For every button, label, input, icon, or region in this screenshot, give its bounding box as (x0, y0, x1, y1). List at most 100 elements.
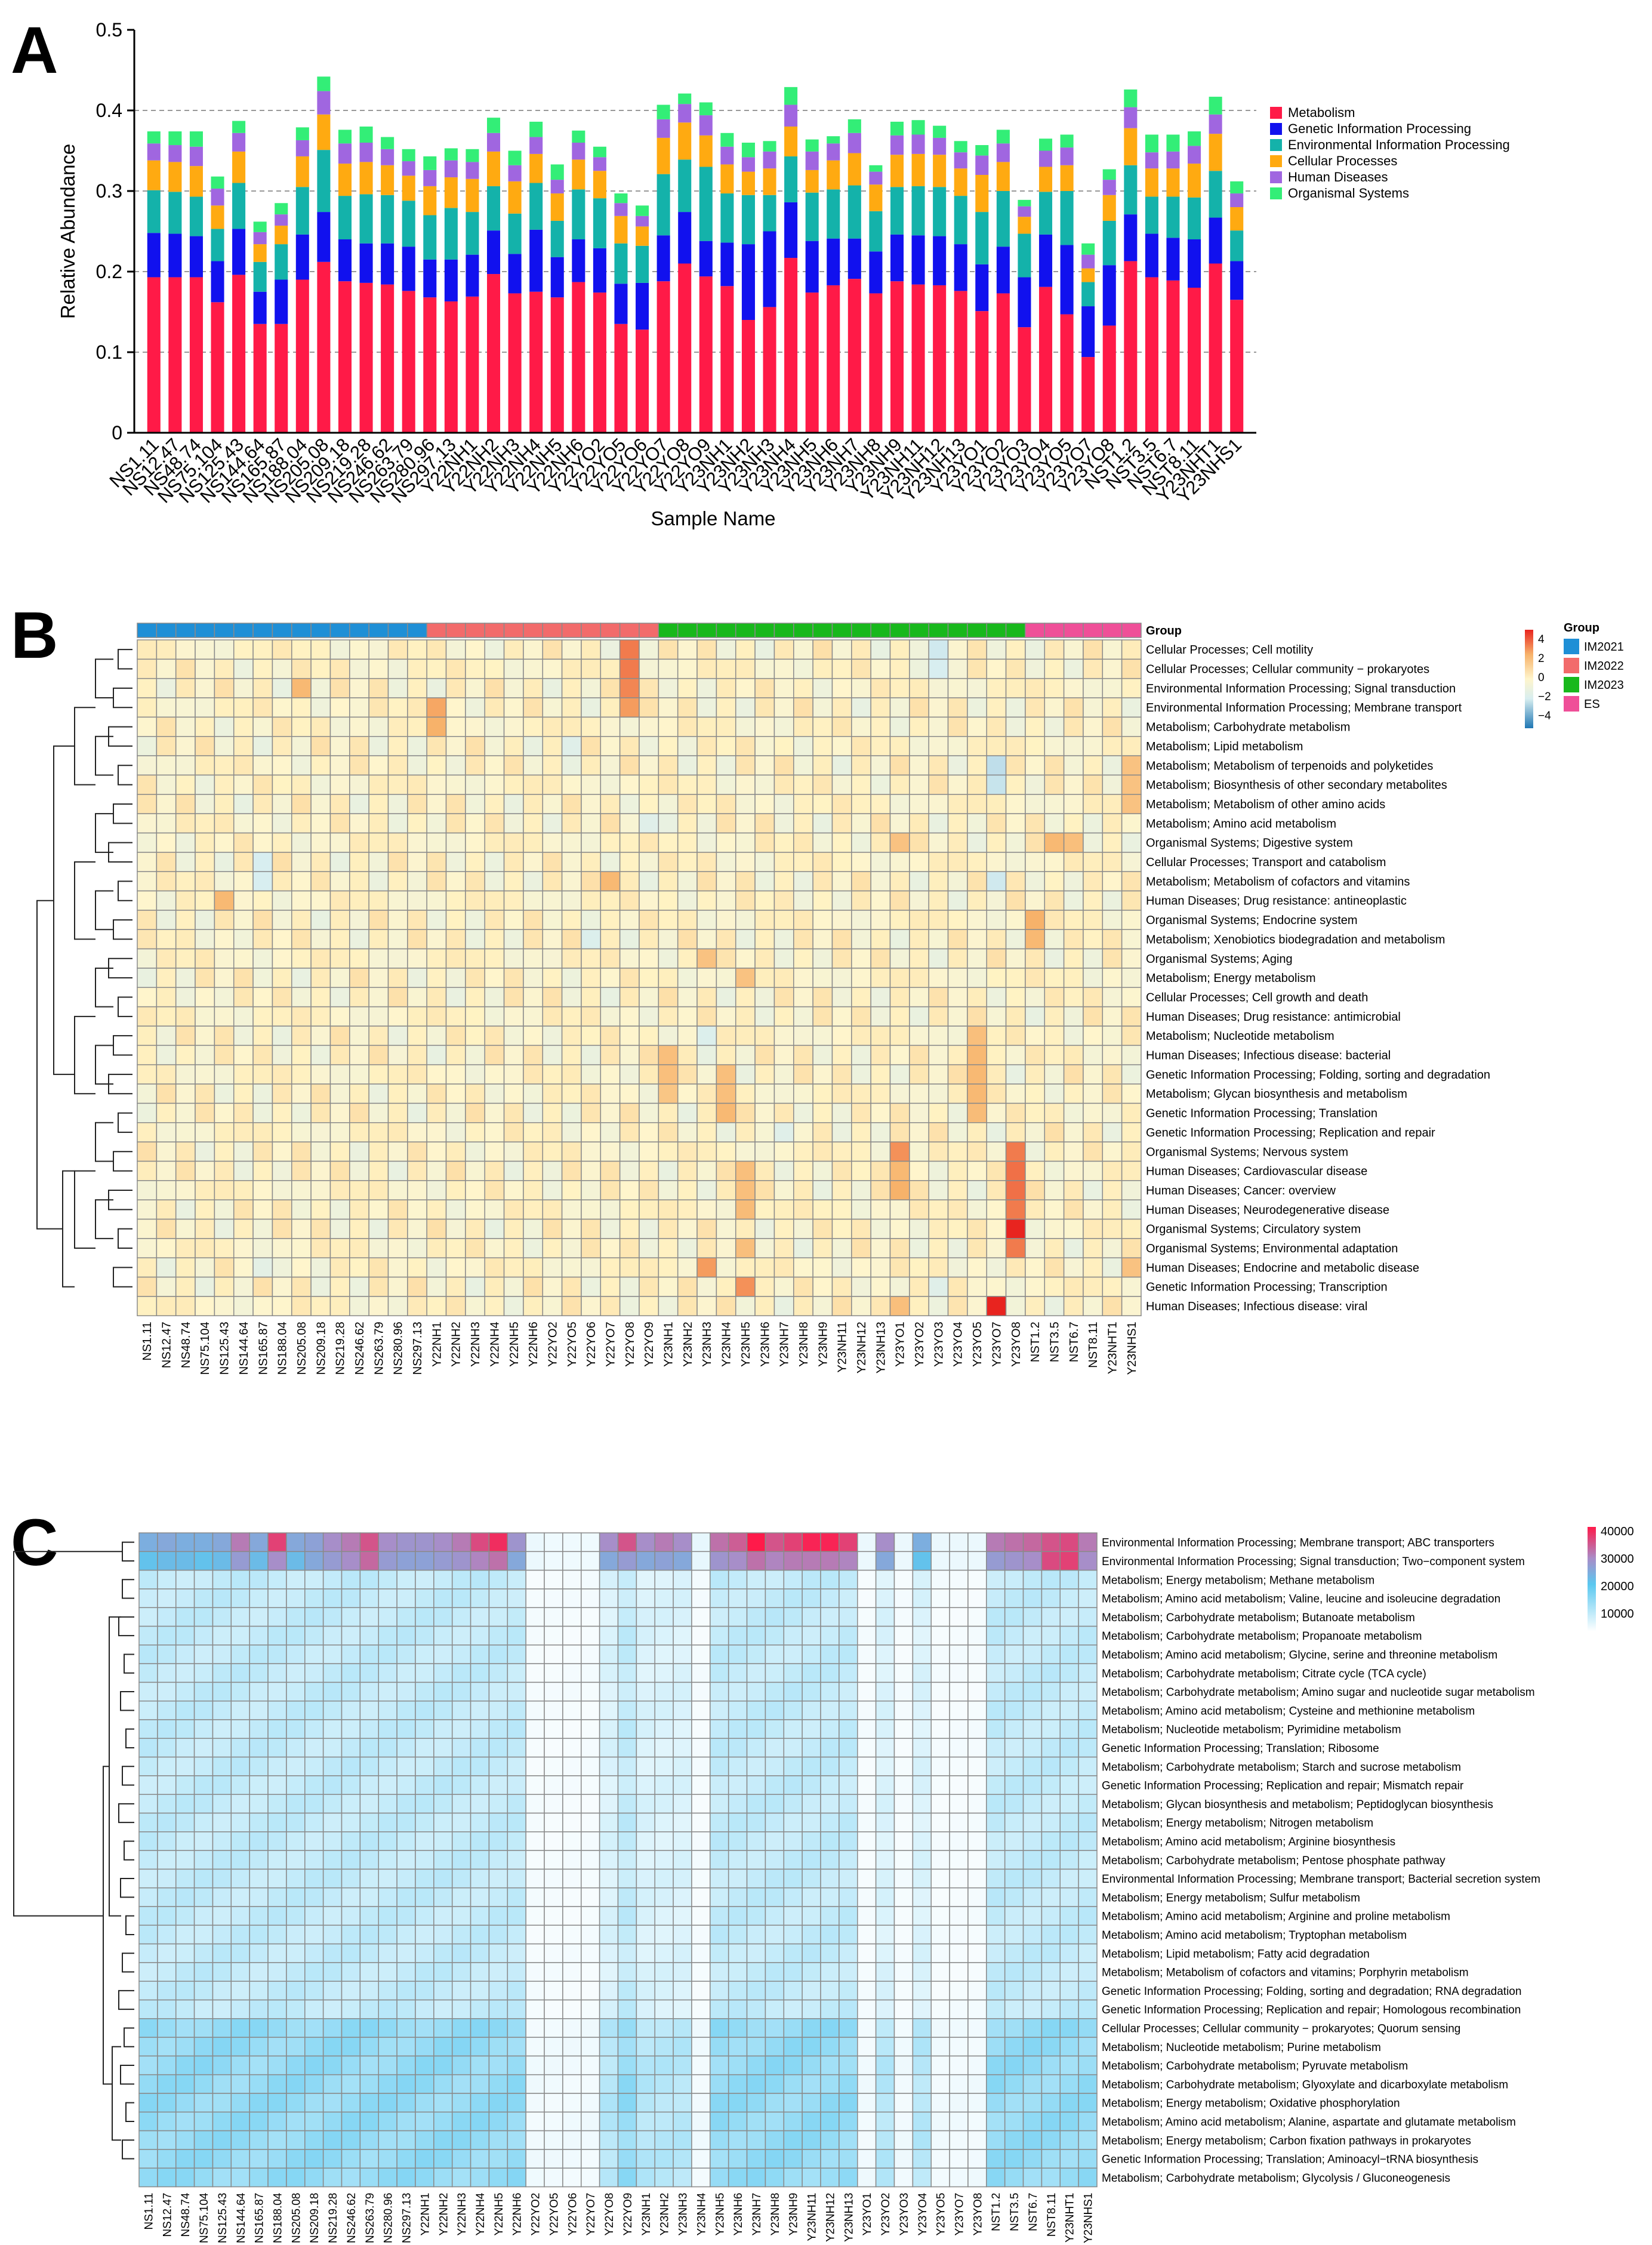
heatmap-cell (470, 1700, 490, 1720)
heatmap-cell (525, 1831, 545, 1851)
heatmap-cell (875, 1999, 895, 2019)
dendrogram-branch (113, 1267, 132, 1288)
heatmap-cell (396, 2037, 416, 2057)
heatmap-cell (252, 1276, 273, 1297)
heatmap-cell (157, 1850, 177, 1870)
heatmap-cell (396, 1924, 416, 1945)
heatmap-cell (544, 1700, 563, 1720)
heatmap-cell (636, 2093, 655, 2113)
heatmap-cell (967, 910, 987, 931)
heatmap-cell (812, 1064, 833, 1085)
heatmap-cell (470, 1868, 490, 1889)
heatmap-cell (175, 2111, 195, 2132)
heatmap-cell (195, 677, 215, 698)
heatmap-cell (831, 813, 852, 834)
heatmap-cell (870, 948, 891, 969)
heatmap-cell (451, 1645, 471, 1664)
heatmap-cell (426, 1276, 447, 1297)
bar-segment (423, 259, 437, 298)
heatmap-cell (735, 1064, 756, 1085)
heatmap-cell (765, 1700, 785, 1720)
heatmap-cell (812, 1180, 833, 1200)
heatmap-cell (291, 1141, 312, 1162)
heatmap-cell (426, 1160, 447, 1181)
heatmap-cell (525, 1850, 545, 1870)
heatmap-cell (851, 677, 871, 698)
heatmap-cell (341, 1607, 361, 1627)
heatmap-cell (909, 1238, 929, 1258)
heatmap-cell (949, 1794, 969, 1814)
heatmap-cell (949, 1738, 969, 1758)
heatmap-cell (1005, 1045, 1026, 1065)
heatmap-cell (654, 2055, 674, 2075)
heatmap-cell (812, 658, 833, 679)
heatmap-cell (839, 1794, 858, 1814)
heatmap-cell (341, 1999, 361, 2019)
heatmap-cell (619, 813, 640, 834)
heatmap-cell (754, 1064, 775, 1085)
heatmap-cell (175, 1719, 195, 1739)
heatmap-cell (445, 736, 466, 756)
heatmap-cell (696, 832, 717, 853)
heatmap-cell (138, 1569, 158, 1590)
heatmap-cell (322, 1962, 343, 1982)
column-label: NST8.11 (1087, 1322, 1100, 1368)
heatmap-cell (600, 1218, 621, 1239)
heatmap-cell (544, 2074, 563, 2094)
heatmap-cell (304, 1738, 324, 1758)
heatmap-cell (600, 1160, 621, 1181)
bar-segment (1209, 217, 1222, 264)
heatmap-cell (812, 1122, 833, 1142)
heatmap-cell (387, 1083, 408, 1104)
heatmap-cell (484, 1180, 505, 1200)
heatmap-cell (378, 2149, 397, 2169)
heatmap-cell (230, 1868, 250, 1889)
heatmap-cell (677, 755, 698, 776)
heatmap-cell (252, 1045, 273, 1065)
heatmap-cell (286, 1532, 306, 1553)
heatmap-cell (1041, 1924, 1061, 1945)
heatmap-cell (562, 1645, 582, 1664)
heatmap-cell (599, 1682, 619, 1702)
heatmap-cell (820, 1943, 840, 1963)
heatmap-cell (746, 1850, 766, 1870)
heatmap-cell (677, 1103, 698, 1123)
heatmap-cell (233, 1045, 254, 1065)
heatmap-cell (488, 2074, 508, 2094)
heatmap-cell (793, 1045, 813, 1065)
heatmap-cell (765, 1962, 785, 1982)
heatmap-cell (746, 1682, 766, 1702)
heatmap-cell (1025, 1238, 1046, 1258)
heatmap-cell (949, 1625, 969, 1646)
heatmap-cell (426, 1026, 447, 1046)
heatmap-cell (484, 755, 505, 776)
heatmap-cell (658, 871, 679, 892)
heatmap-cell (949, 2093, 969, 2113)
heatmap-cell (415, 2130, 434, 2150)
dendrogram-branch (95, 1045, 113, 1085)
heatmap-cell (426, 1006, 447, 1027)
heatmap-cell (967, 1868, 987, 1889)
heatmap-cell (137, 1180, 158, 1200)
heatmap-cell (967, 794, 987, 814)
heatmap-cell (562, 1532, 582, 1553)
heatmap-cell (562, 2074, 582, 2094)
heatmap-cell (1083, 910, 1104, 931)
heatmap-cell (802, 1887, 821, 1907)
heatmap-cell (691, 1924, 711, 1945)
heatmap-cell (677, 852, 698, 872)
heatmap-cell (1078, 2074, 1098, 2094)
heatmap-cell (433, 1794, 453, 1814)
heatmap-cell (214, 1238, 235, 1258)
heatmap-cell (1041, 1812, 1061, 1833)
heatmap-cell (156, 929, 177, 950)
heatmap-cell (696, 774, 717, 795)
heatmap-cell (793, 677, 813, 698)
heatmap-cell (195, 929, 215, 950)
heatmap-cell (433, 1551, 453, 1571)
heatmap-cell (542, 871, 563, 892)
heatmap-cell (387, 1122, 408, 1142)
group-cell (831, 623, 852, 638)
heatmap-cell (783, 1756, 803, 1776)
heatmap-cell (851, 852, 871, 872)
